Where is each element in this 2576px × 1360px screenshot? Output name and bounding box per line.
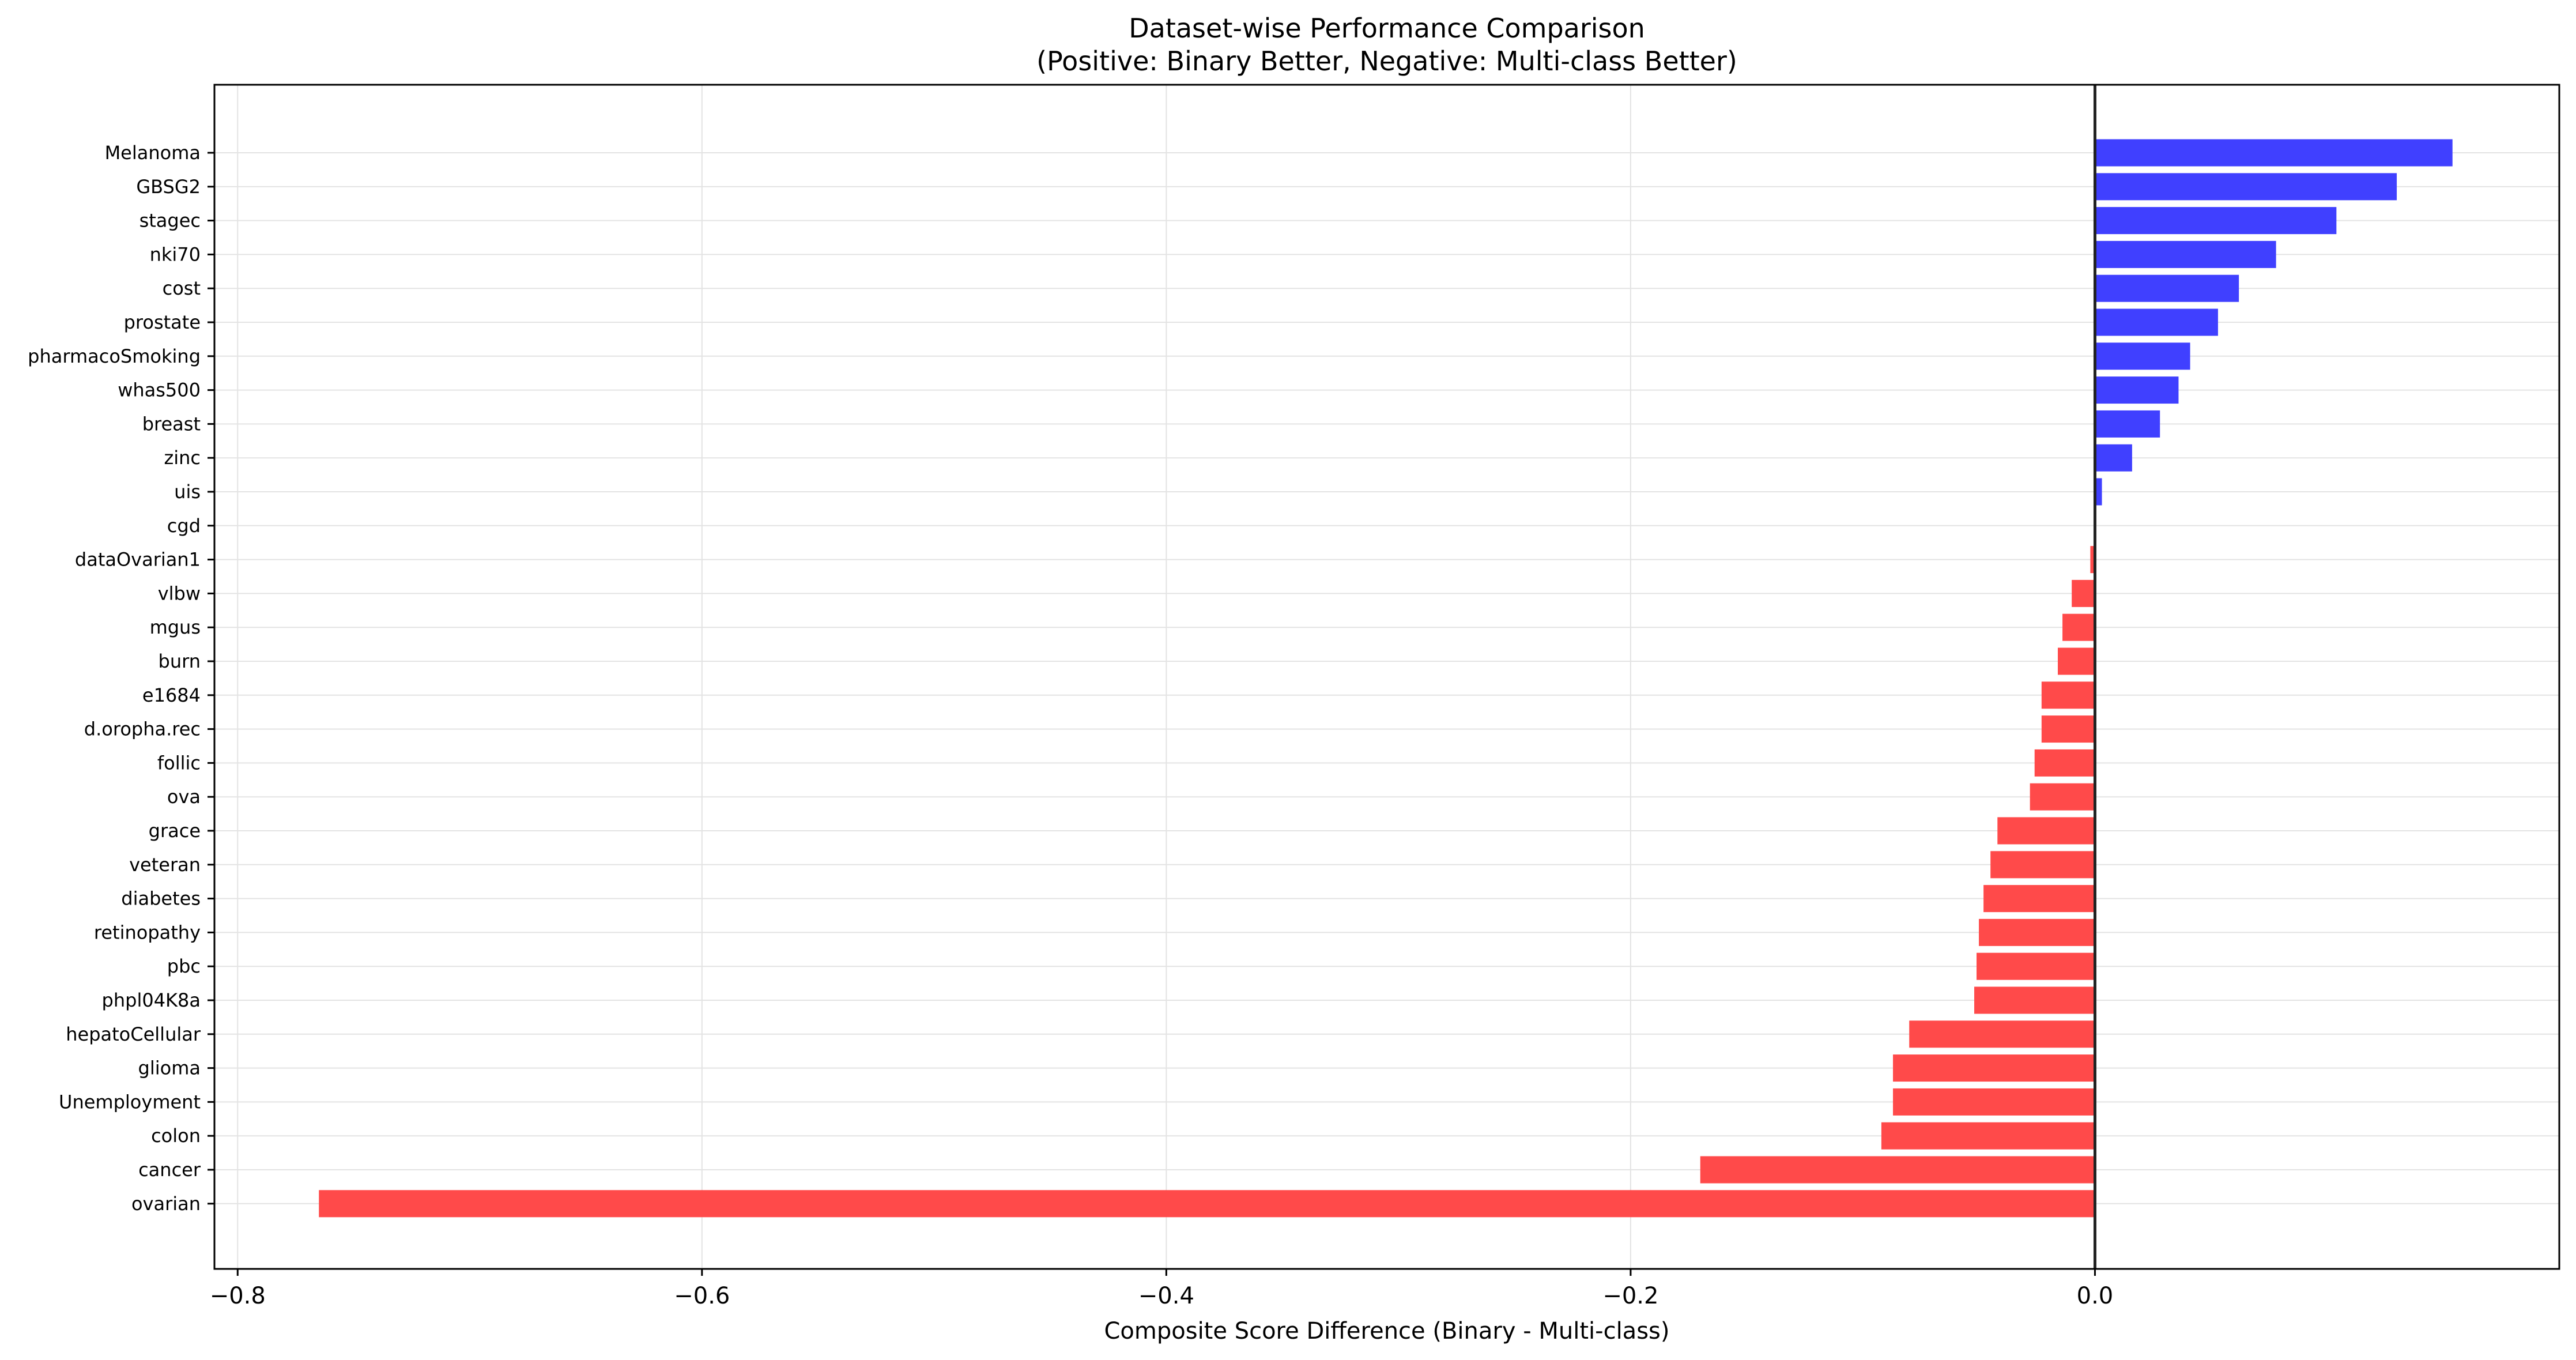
bar [2058,647,2095,675]
category-label: ova [167,786,201,808]
bar [2041,681,2095,709]
x-ticks: −0.8 −0.6 −0.4 −0.2 0.0 [210,1269,2114,1309]
bar [2095,240,2276,268]
x-tick-label: 0.0 [2077,1283,2114,1309]
bar [2062,613,2095,641]
bar [2041,715,2095,743]
category-label: stagec [139,210,201,232]
bar [1977,952,2095,980]
category-label: cost [163,277,201,299]
bar [1700,1156,2095,1184]
bar [2095,308,2218,336]
bar [1909,1020,2095,1048]
bar [2072,579,2095,607]
bar [1979,918,2095,946]
category-label: GBSG2 [136,176,201,198]
category-label: d.oropha.rec [84,718,201,740]
x-axis-label: Composite Score Difference (Binary - Mul… [1104,1318,1670,1344]
x-tick-label: −0.8 [210,1283,266,1309]
bar [2095,139,2453,167]
bar [1990,851,2095,879]
category-label: Melanoma [105,142,201,164]
category-label: cancer [138,1159,201,1181]
bar [2095,376,2179,404]
bar [1893,1054,2095,1082]
category-label: glioma [138,1057,201,1079]
category-label: mgus [150,616,201,638]
bar [1974,986,2095,1014]
bar [2030,783,2095,811]
category-label: phpl04K8a [102,989,201,1011]
category-label: breast [142,413,201,435]
category-label: uis [174,481,201,503]
bar [2034,749,2095,777]
category-label: vlbw [158,582,201,604]
category-label: retinopathy [94,921,201,943]
bar [1983,885,2095,913]
bar [2095,478,2102,506]
category-label: pbc [167,955,201,977]
category-label: cgd [167,515,201,537]
bar [2095,342,2190,370]
category-label: burn [159,650,201,672]
category-label: grace [149,820,201,842]
category-labels: Melanoma GBSG2 stagec nki70 cost prostate phar… [28,142,214,1215]
bar [2095,173,2397,201]
bar [1881,1122,2095,1150]
chart-subtitle: (Positive: Binary Better, Negative: Mult… [1036,46,1737,77]
category-label: hepatoCellular [66,1023,201,1045]
bar [1997,817,2095,845]
bar [1893,1088,2095,1116]
bars [319,139,2453,1218]
bar [2095,444,2132,472]
x-tick-label: −0.4 [1138,1283,1194,1309]
x-tick-label: −0.6 [674,1283,730,1309]
bar [2095,274,2239,302]
category-label: dataOvarian1 [75,549,201,571]
category-label: veteran [129,854,201,876]
plot-frame [213,84,2560,1270]
category-label: diabetes [121,888,201,910]
bar [319,1190,2095,1218]
x-tick-label: −0.2 [1602,1283,1658,1309]
bar [2090,546,2095,574]
category-label: nki70 [150,243,201,265]
category-label: prostate [124,311,201,333]
category-label: pharmacoSmoking [28,345,201,367]
bar [2095,207,2337,235]
category-label: ovarian [131,1193,201,1215]
category-label: Unemployment [59,1091,201,1113]
category-label: zinc [164,447,201,469]
category-label: e1684 [142,684,201,706]
category-label: whas500 [118,379,201,401]
bar [2095,410,2160,438]
category-label: colon [151,1125,201,1147]
grid-lines [214,85,2559,1269]
category-label: follic [157,752,201,774]
chart-title: Dataset-wise Performance Comparison [1129,13,1645,44]
